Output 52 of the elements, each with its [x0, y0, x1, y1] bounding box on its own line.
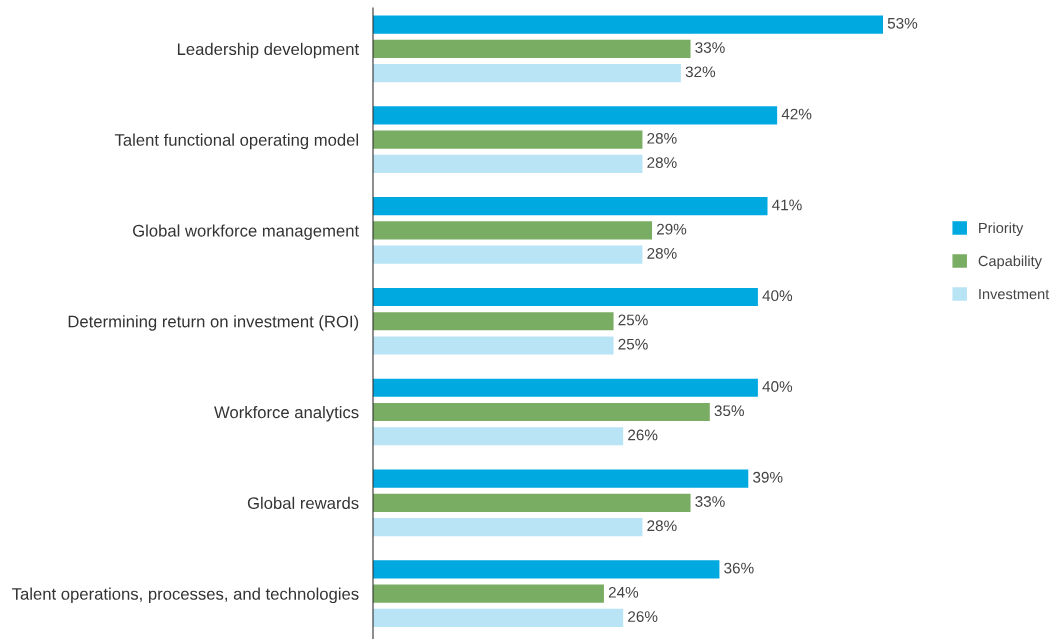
y-tick-label: Global rewards — [247, 496, 359, 510]
bar — [373, 378, 758, 397]
bar — [373, 336, 614, 355]
data-label: 28% — [647, 132, 677, 144]
data-label: 28% — [647, 247, 677, 259]
bar — [373, 517, 643, 537]
bar — [373, 584, 604, 603]
bar — [373, 245, 643, 264]
bar — [373, 402, 710, 422]
bar — [373, 312, 614, 331]
data-label: 40% — [762, 381, 793, 392]
data-label: 26% — [628, 611, 658, 622]
bar — [373, 154, 643, 173]
bar — [373, 197, 768, 216]
data-label: 28% — [647, 520, 677, 532]
data-label: 33% — [695, 42, 725, 53]
bar — [373, 130, 643, 149]
data-label: 32% — [685, 66, 716, 78]
legend-label: Priority — [979, 222, 1024, 236]
y-tick-label: Global workforce management — [133, 224, 359, 240]
data-label: 25% — [618, 338, 648, 350]
data-label: 28% — [647, 157, 677, 168]
data-label: 40% — [762, 290, 793, 302]
data-label: 39% — [753, 471, 783, 483]
data-label: 33% — [695, 496, 725, 507]
data-label: 25% — [618, 314, 648, 326]
data-label: 35% — [714, 405, 744, 417]
data-label: 53% — [887, 17, 918, 29]
bar — [373, 287, 758, 307]
bar — [373, 15, 883, 34]
bar — [373, 64, 681, 83]
bar — [373, 560, 720, 579]
data-label: 26% — [628, 429, 658, 441]
bar — [373, 427, 624, 446]
data-label: 41% — [772, 199, 802, 211]
bar — [373, 221, 653, 240]
y-tick-label: Talent operations, processes, and technologies — [12, 587, 359, 604]
legend-label: Investment — [979, 289, 1050, 300]
y-tick-label: Workforce analytics — [214, 405, 359, 422]
bar — [373, 106, 778, 125]
data-label: 29% — [656, 223, 687, 235]
y-tick-label: Talent functional operating model — [114, 133, 359, 150]
bar — [373, 493, 691, 512]
bar — [373, 469, 749, 488]
data-label: 24% — [608, 586, 639, 598]
legend-label: Capability — [978, 255, 1042, 270]
bar — [373, 608, 624, 627]
y-tick-label: Leadership development — [177, 42, 359, 59]
y-tick-label: Determining return on investment (ROI) — [68, 315, 359, 331]
data-label: 42% — [781, 108, 812, 120]
bar — [373, 39, 691, 58]
data-label: 36% — [724, 562, 754, 574]
